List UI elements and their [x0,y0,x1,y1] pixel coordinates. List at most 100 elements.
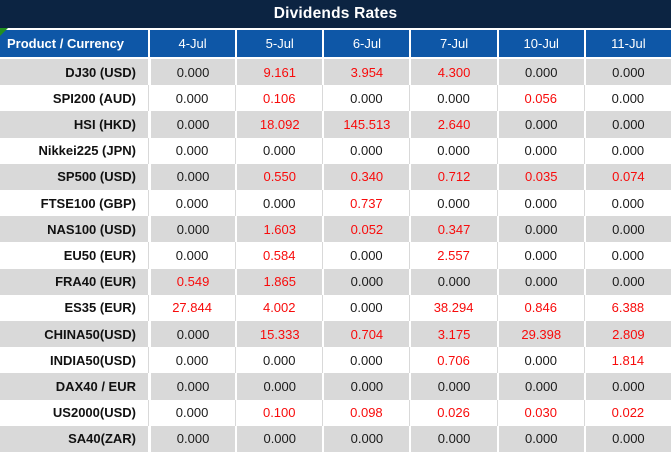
value-cell: 0.584 [235,242,323,269]
value-cell: 0.000 [583,111,671,138]
value-cell: 27.844 [148,294,236,321]
table-row: DAX40 / EUR 0.000 0.000 0.000 0.000 0.000 0.00… [0,373,671,400]
column-header-date: 10-Jul [496,30,584,57]
product-cell: SA40(ZAR) [0,425,148,452]
column-header-date: 5-Jul [235,30,323,57]
value-cell: 0.000 [235,425,323,452]
product-cell: US2000(USD) [0,399,148,426]
value-cell: 0.000 [496,137,584,164]
value-cell: 0.098 [322,399,410,426]
value-cell: 0.000 [148,59,236,86]
value-cell: 15.333 [235,321,323,348]
value-cell: 0.000 [583,242,671,269]
value-cell: 0.000 [583,59,671,86]
value-cell: 2.640 [409,111,497,138]
column-header-label: Product / Currency [7,36,125,51]
column-header-date: 11-Jul [583,30,671,57]
page-title: Dividends Rates [273,5,398,22]
value-cell: 0.340 [322,163,410,190]
value-cell: 0.000 [583,85,671,112]
value-cell: 0.000 [322,425,410,452]
product-cell: SPI200 (AUD) [0,85,148,112]
table-row: Nikkei225 (JPN) 0.000 0.000 0.000 0.000 0.000… [0,137,671,164]
value-cell: 0.000 [583,268,671,295]
product-cell: ES35 (EUR) [0,294,148,321]
value-cell: 0.737 [322,190,410,217]
cell-note-triangle-icon [0,28,8,36]
value-cell: 0.000 [148,373,236,400]
table-header-row: Product / Currency 4-Jul 5-Jul 6-Jul 7-Jul 10… [0,28,671,59]
value-cell: 0.074 [583,163,671,190]
value-cell: 0.106 [235,85,323,112]
value-cell: 0.000 [409,85,497,112]
value-cell: 0.000 [148,85,236,112]
value-cell: 0.000 [322,373,410,400]
table-row: DJ30 (USD) 0.000 9.161 3.954 4.300 0.000 0.000 [0,59,671,86]
table-row: CHINA50(USD) 0.000 15.333 0.704 3.175 29.398 2… [0,321,671,348]
value-cell: 18.092 [235,111,323,138]
value-cell: 0.000 [409,190,497,217]
value-cell: 0.052 [322,216,410,243]
column-header-product: Product / Currency [0,28,148,57]
table-row: US2000(USD) 0.000 0.100 0.098 0.026 0.030 0.02… [0,399,671,426]
value-cell: 0.000 [148,321,236,348]
value-cell: 0.000 [148,242,236,269]
table-row: FRA40 (EUR) 0.549 1.865 0.000 0.000 0.000 0.00… [0,268,671,295]
value-cell: 0.347 [409,216,497,243]
value-cell: 1.814 [583,347,671,374]
table-row: SA40(ZAR) 0.000 0.000 0.000 0.000 0.000 0.000 [0,425,671,452]
value-cell: 0.000 [409,137,497,164]
value-cell: 0.030 [496,399,584,426]
value-cell: 0.712 [409,163,497,190]
value-cell: 0.000 [148,137,236,164]
value-cell: 0.000 [496,425,584,452]
value-cell: 0.000 [235,137,323,164]
value-cell: 4.300 [409,59,497,86]
column-header-date: 4-Jul [148,30,236,57]
product-cell: FRA40 (EUR) [0,268,148,295]
table-row: FTSE100 (GBP) 0.000 0.000 0.737 0.000 0.000 0.… [0,190,671,217]
value-cell: 0.000 [496,347,584,374]
value-cell: 0.000 [409,425,497,452]
value-cell: 0.000 [235,347,323,374]
table-row: EU50 (EUR) 0.000 0.584 0.000 2.557 0.000 0.000 [0,242,671,269]
product-cell: DAX40 / EUR [0,373,148,400]
value-cell: 0.000 [148,163,236,190]
value-cell: 0.550 [235,163,323,190]
value-cell: 0.000 [322,347,410,374]
product-cell: EU50 (EUR) [0,242,148,269]
value-cell: 0.846 [496,294,584,321]
column-header-date: 7-Jul [409,30,497,57]
value-cell: 0.000 [496,242,584,269]
value-cell: 0.000 [583,190,671,217]
product-cell: HSI (HKD) [0,111,148,138]
value-cell: 0.000 [322,242,410,269]
table-body: DJ30 (USD) 0.000 9.161 3.954 4.300 0.000 0.000… [0,59,671,452]
value-cell: 3.175 [409,321,497,348]
value-cell: 0.000 [235,373,323,400]
value-cell: 0.000 [583,373,671,400]
value-cell: 2.557 [409,242,497,269]
value-cell: 4.002 [235,294,323,321]
value-cell: 0.000 [409,268,497,295]
value-cell: 0.000 [583,137,671,164]
value-cell: 0.000 [322,85,410,112]
value-cell: 0.000 [496,111,584,138]
table-row: ES35 (EUR) 27.844 4.002 0.000 38.294 0.846 6.3… [0,294,671,321]
column-header-date: 6-Jul [322,30,410,57]
product-cell: NAS100 (USD) [0,216,148,243]
title-bar: Dividends Rates [0,0,671,30]
table-row: SPI200 (AUD) 0.000 0.106 0.000 0.000 0.056 0.0… [0,85,671,112]
table-row: SP500 (USD) 0.000 0.550 0.340 0.712 0.035 0.07… [0,163,671,190]
value-cell: 2.809 [583,321,671,348]
value-cell: 0.704 [322,321,410,348]
value-cell: 145.513 [322,111,410,138]
value-cell: 0.706 [409,347,497,374]
value-cell: 0.000 [322,294,410,321]
product-cell: FTSE100 (GBP) [0,190,148,217]
value-cell: 0.000 [148,190,236,217]
table-row: NAS100 (USD) 0.000 1.603 0.052 0.347 0.000 0.0… [0,216,671,243]
value-cell: 0.000 [583,216,671,243]
value-cell: 0.000 [496,268,584,295]
